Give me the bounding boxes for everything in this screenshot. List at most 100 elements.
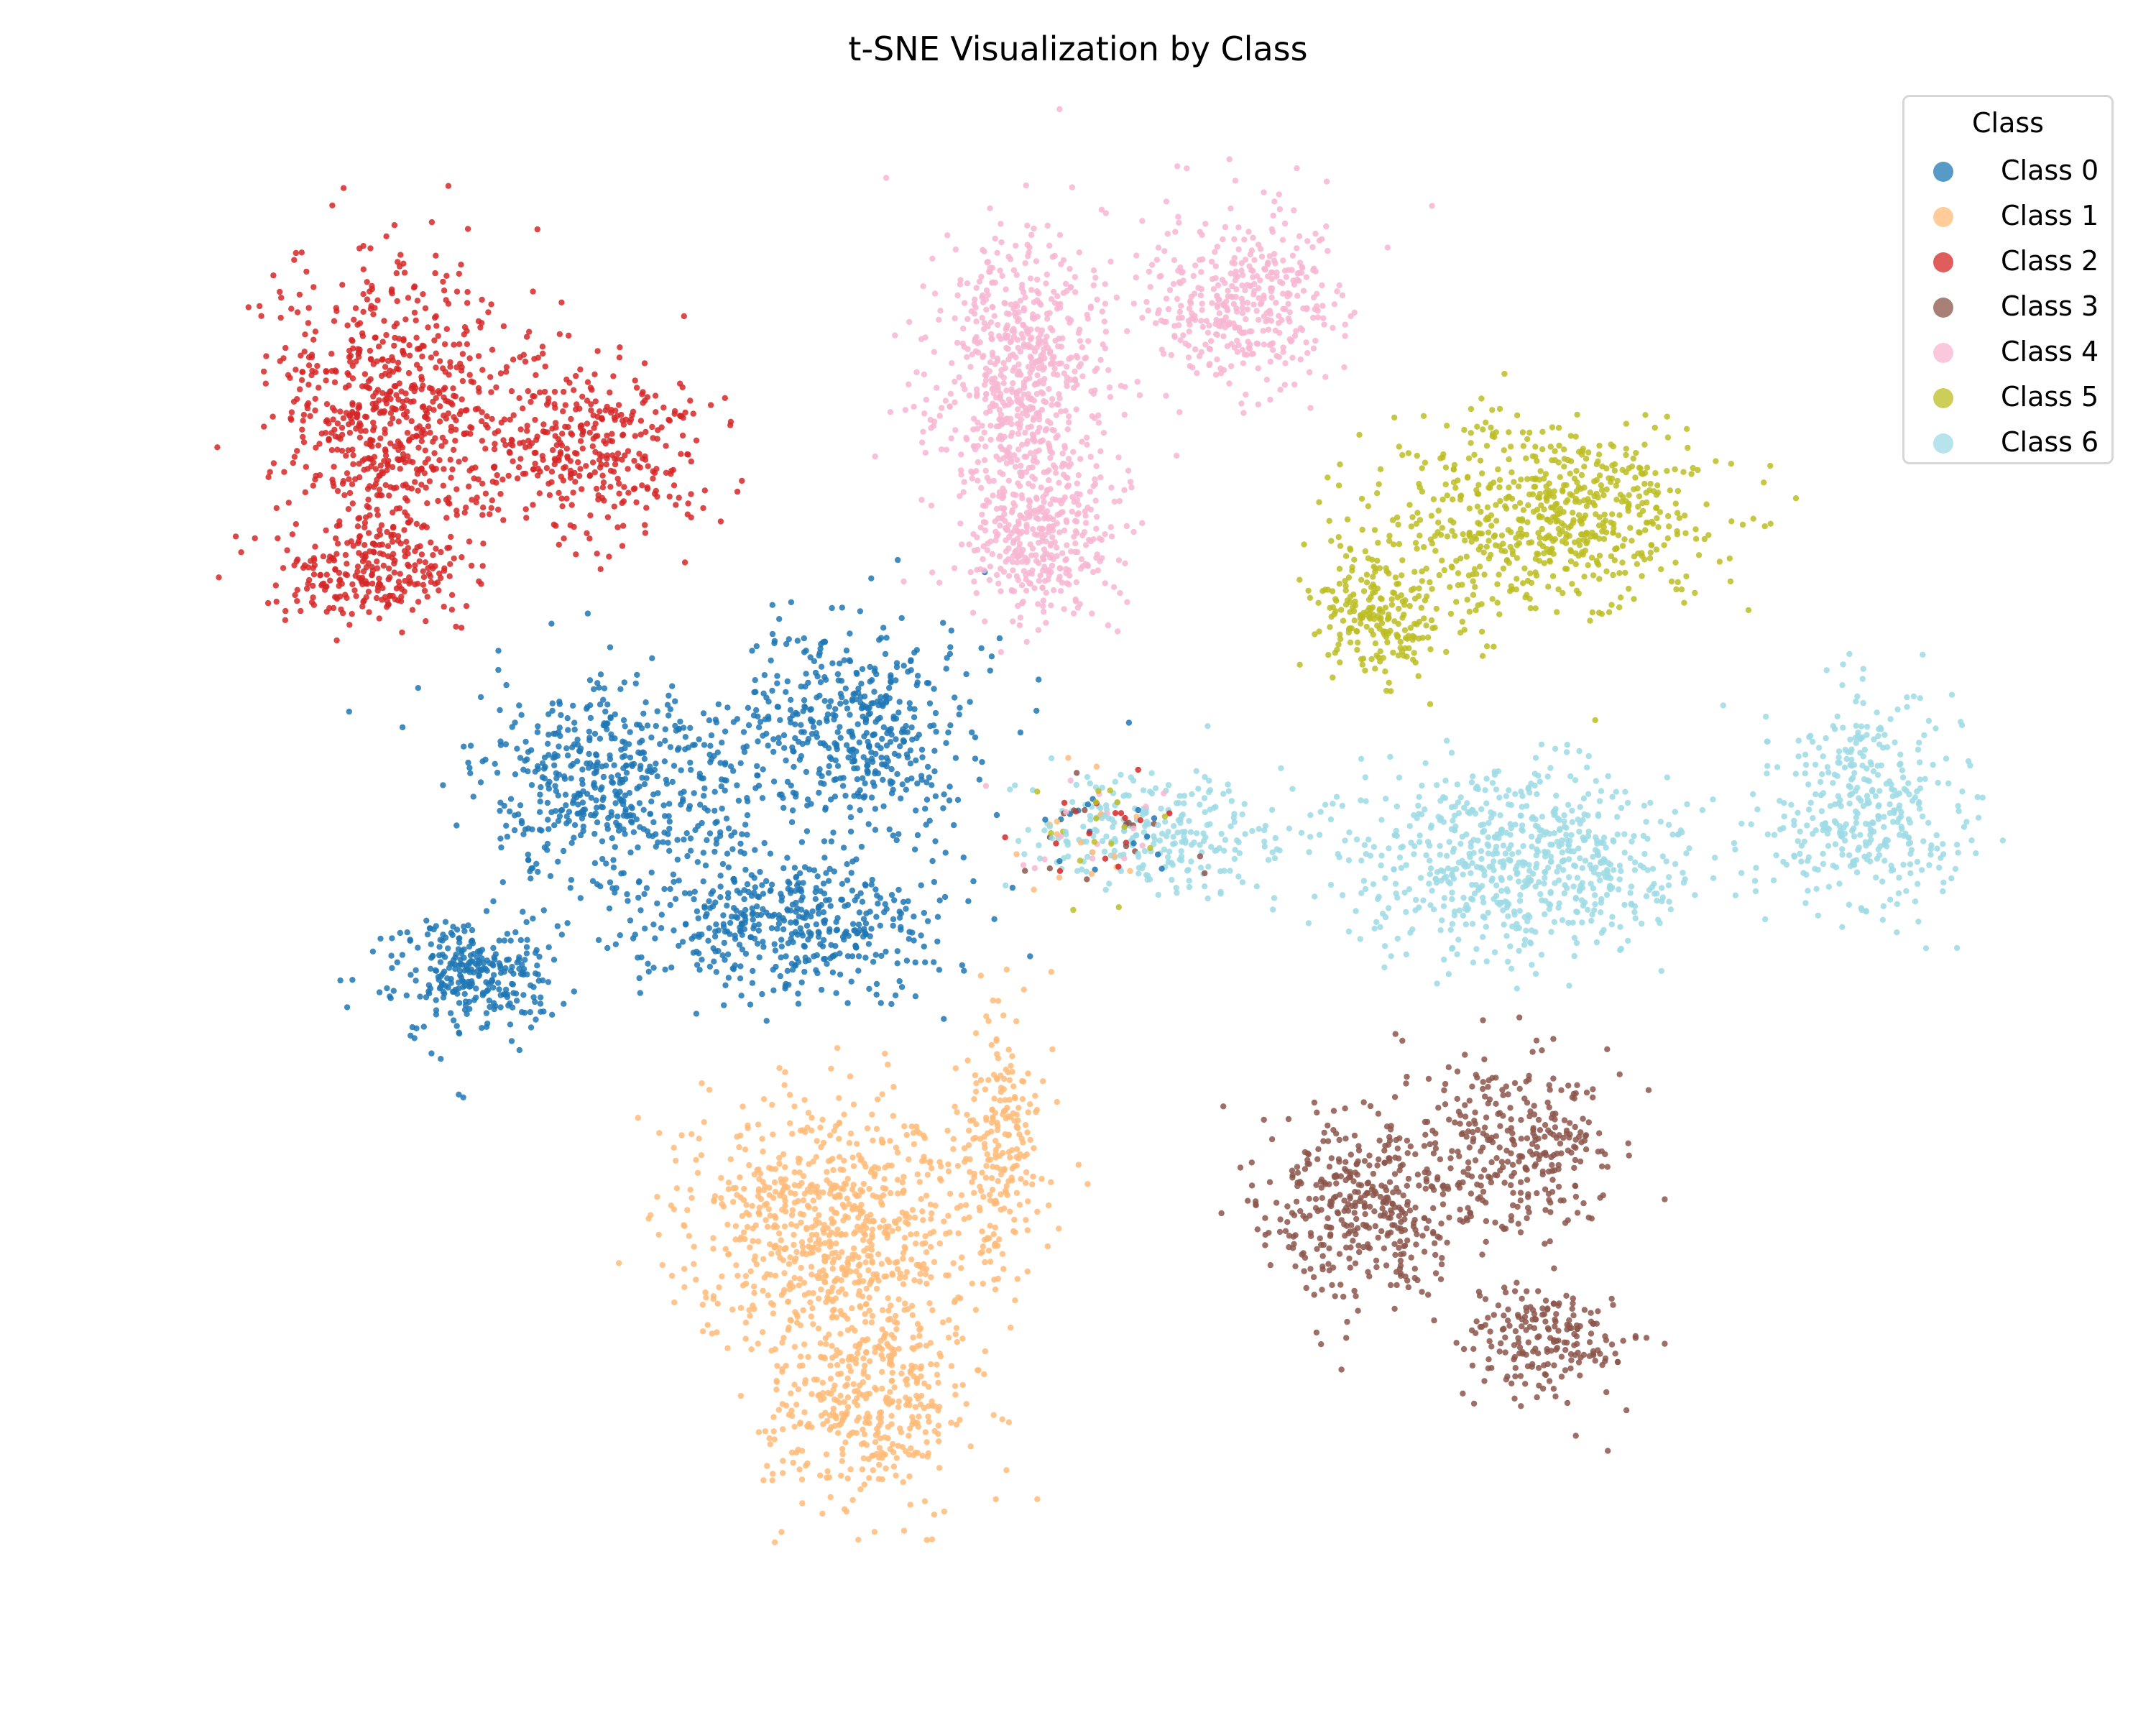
point-class-1 <box>938 1163 944 1170</box>
point-class-1 <box>1002 1187 1009 1194</box>
point-class-1 <box>770 1414 777 1420</box>
point-class-1 <box>850 1163 857 1169</box>
point-class-2 <box>560 408 566 415</box>
point-class-1 <box>990 997 996 1004</box>
point-class-0 <box>687 847 694 854</box>
point-class-2 <box>563 376 570 383</box>
point-class-2 <box>641 360 648 367</box>
point-class-1 <box>876 1409 883 1417</box>
point-class-2 <box>586 473 593 479</box>
point-class-0 <box>801 697 808 704</box>
point-class-1 <box>817 1124 824 1131</box>
point-class-0 <box>730 768 737 774</box>
point-class-0 <box>780 926 787 933</box>
point-class-1 <box>834 1347 840 1353</box>
point-class-2 <box>433 546 439 552</box>
point-class-0 <box>752 935 758 942</box>
point-class-0 <box>567 885 573 891</box>
point-class-0 <box>895 709 902 716</box>
point-class-0 <box>722 728 729 735</box>
point-class-1 <box>810 1159 816 1165</box>
point-class-2 <box>500 437 507 443</box>
point-class-0 <box>568 840 575 847</box>
point-class-0 <box>945 729 952 736</box>
point-class-3 <box>1424 1118 1431 1126</box>
point-class-3 <box>1325 1215 1331 1222</box>
point-class-2 <box>402 553 408 560</box>
point-class-2 <box>514 475 521 482</box>
point-class-0 <box>377 935 384 942</box>
point-class-0 <box>801 635 808 642</box>
point-class-2 <box>479 438 486 444</box>
point-class-1 <box>923 1280 930 1287</box>
point-class-3 <box>1397 1238 1404 1245</box>
point-class-1 <box>869 1231 875 1238</box>
point-class-0 <box>532 998 538 1006</box>
point-class-2 <box>466 538 473 545</box>
point-class-2 <box>536 490 543 497</box>
point-class-0 <box>652 935 658 942</box>
point-class-2 <box>445 410 451 417</box>
point-class-0 <box>669 683 676 689</box>
point-class-1 <box>824 1254 831 1261</box>
point-class-2 <box>364 502 370 510</box>
point-class-0 <box>956 711 962 718</box>
point-class-0 <box>715 701 722 708</box>
point-class-1 <box>744 1223 751 1230</box>
point-class-3 <box>1583 1146 1590 1153</box>
point-class-2 <box>394 298 400 305</box>
point-class-0 <box>826 754 834 760</box>
point-class-0 <box>635 749 642 756</box>
point-class-2 <box>456 459 462 465</box>
point-class-3 <box>1399 1162 1406 1168</box>
point-class-0 <box>456 985 462 992</box>
point-class-2 <box>379 339 386 345</box>
point-class-0 <box>628 804 635 810</box>
point-class-1 <box>853 1205 860 1213</box>
point-class-3 <box>1343 1244 1350 1251</box>
point-class-0 <box>691 896 697 903</box>
point-class-1 <box>972 1072 979 1079</box>
point-class-0 <box>417 993 423 1000</box>
point-class-0 <box>612 711 618 718</box>
point-class-1 <box>829 1259 837 1266</box>
point-class-2 <box>584 379 591 385</box>
point-class-1 <box>766 1184 773 1191</box>
point-class-1 <box>870 1137 876 1144</box>
point-class-2 <box>294 586 300 593</box>
point-class-2 <box>601 497 607 504</box>
point-class-0 <box>872 952 879 958</box>
point-class-0 <box>665 712 672 719</box>
point-class-2 <box>459 396 465 402</box>
point-class-1 <box>808 1114 815 1121</box>
point-class-0 <box>847 828 854 835</box>
point-class-0 <box>783 757 789 764</box>
point-class-2 <box>415 444 422 451</box>
point-class-0 <box>816 911 822 917</box>
point-class-2 <box>294 598 300 604</box>
point-class-2 <box>299 426 305 433</box>
point-class-0 <box>593 797 599 804</box>
point-class-3 <box>1351 1132 1358 1139</box>
point-class-0 <box>918 746 926 753</box>
point-class-0 <box>667 706 674 712</box>
point-class-0 <box>872 886 879 893</box>
point-class-0 <box>914 832 921 839</box>
point-class-2 <box>287 415 294 422</box>
point-class-1 <box>928 1274 934 1281</box>
point-class-1 <box>691 1243 697 1250</box>
point-class-1 <box>872 1384 878 1392</box>
point-class-1 <box>770 1471 776 1477</box>
point-class-3 <box>1367 1203 1373 1210</box>
point-class-1 <box>703 1294 709 1301</box>
point-class-0 <box>674 837 681 843</box>
point-class-3 <box>1411 1274 1418 1282</box>
point-class-2 <box>459 377 466 385</box>
point-class-0 <box>584 706 590 712</box>
point-class-1 <box>957 1202 964 1210</box>
point-class-1 <box>890 1335 898 1341</box>
point-class-3 <box>1314 1156 1321 1163</box>
point-class-2 <box>351 316 357 323</box>
point-class-1 <box>808 1313 815 1320</box>
point-class-2 <box>312 407 318 414</box>
